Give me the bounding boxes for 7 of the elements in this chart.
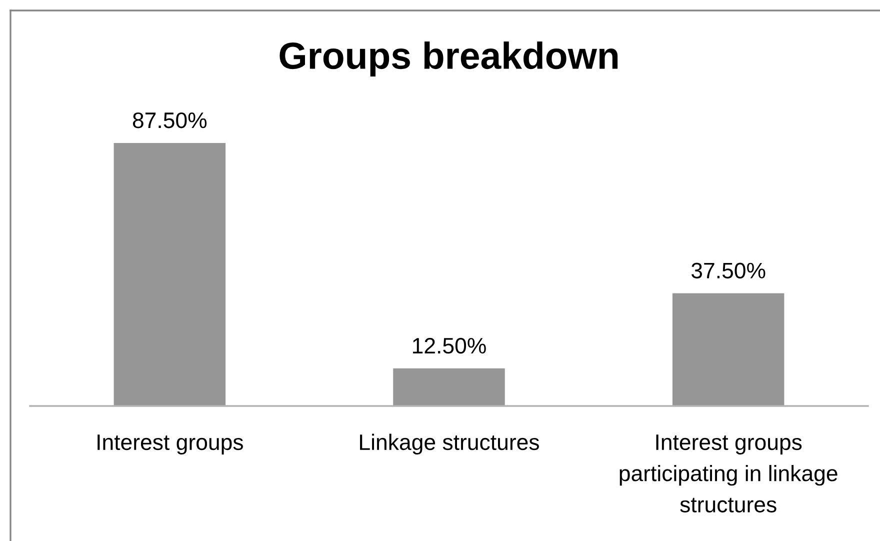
- data-label: 37.50%: [692, 262, 766, 278]
- x-tick-label: Linkage structures: [360, 434, 539, 454]
- x-tick-label: Interest groups participating in linkage structures: [620, 434, 838, 512]
- data-label: 87.50%: [132, 112, 207, 128]
- x-tick-label: Interest groups: [98, 434, 243, 454]
- data-label: 12.50%: [413, 338, 486, 354]
- chart-title: Groups breakdown: [280, 42, 618, 76]
